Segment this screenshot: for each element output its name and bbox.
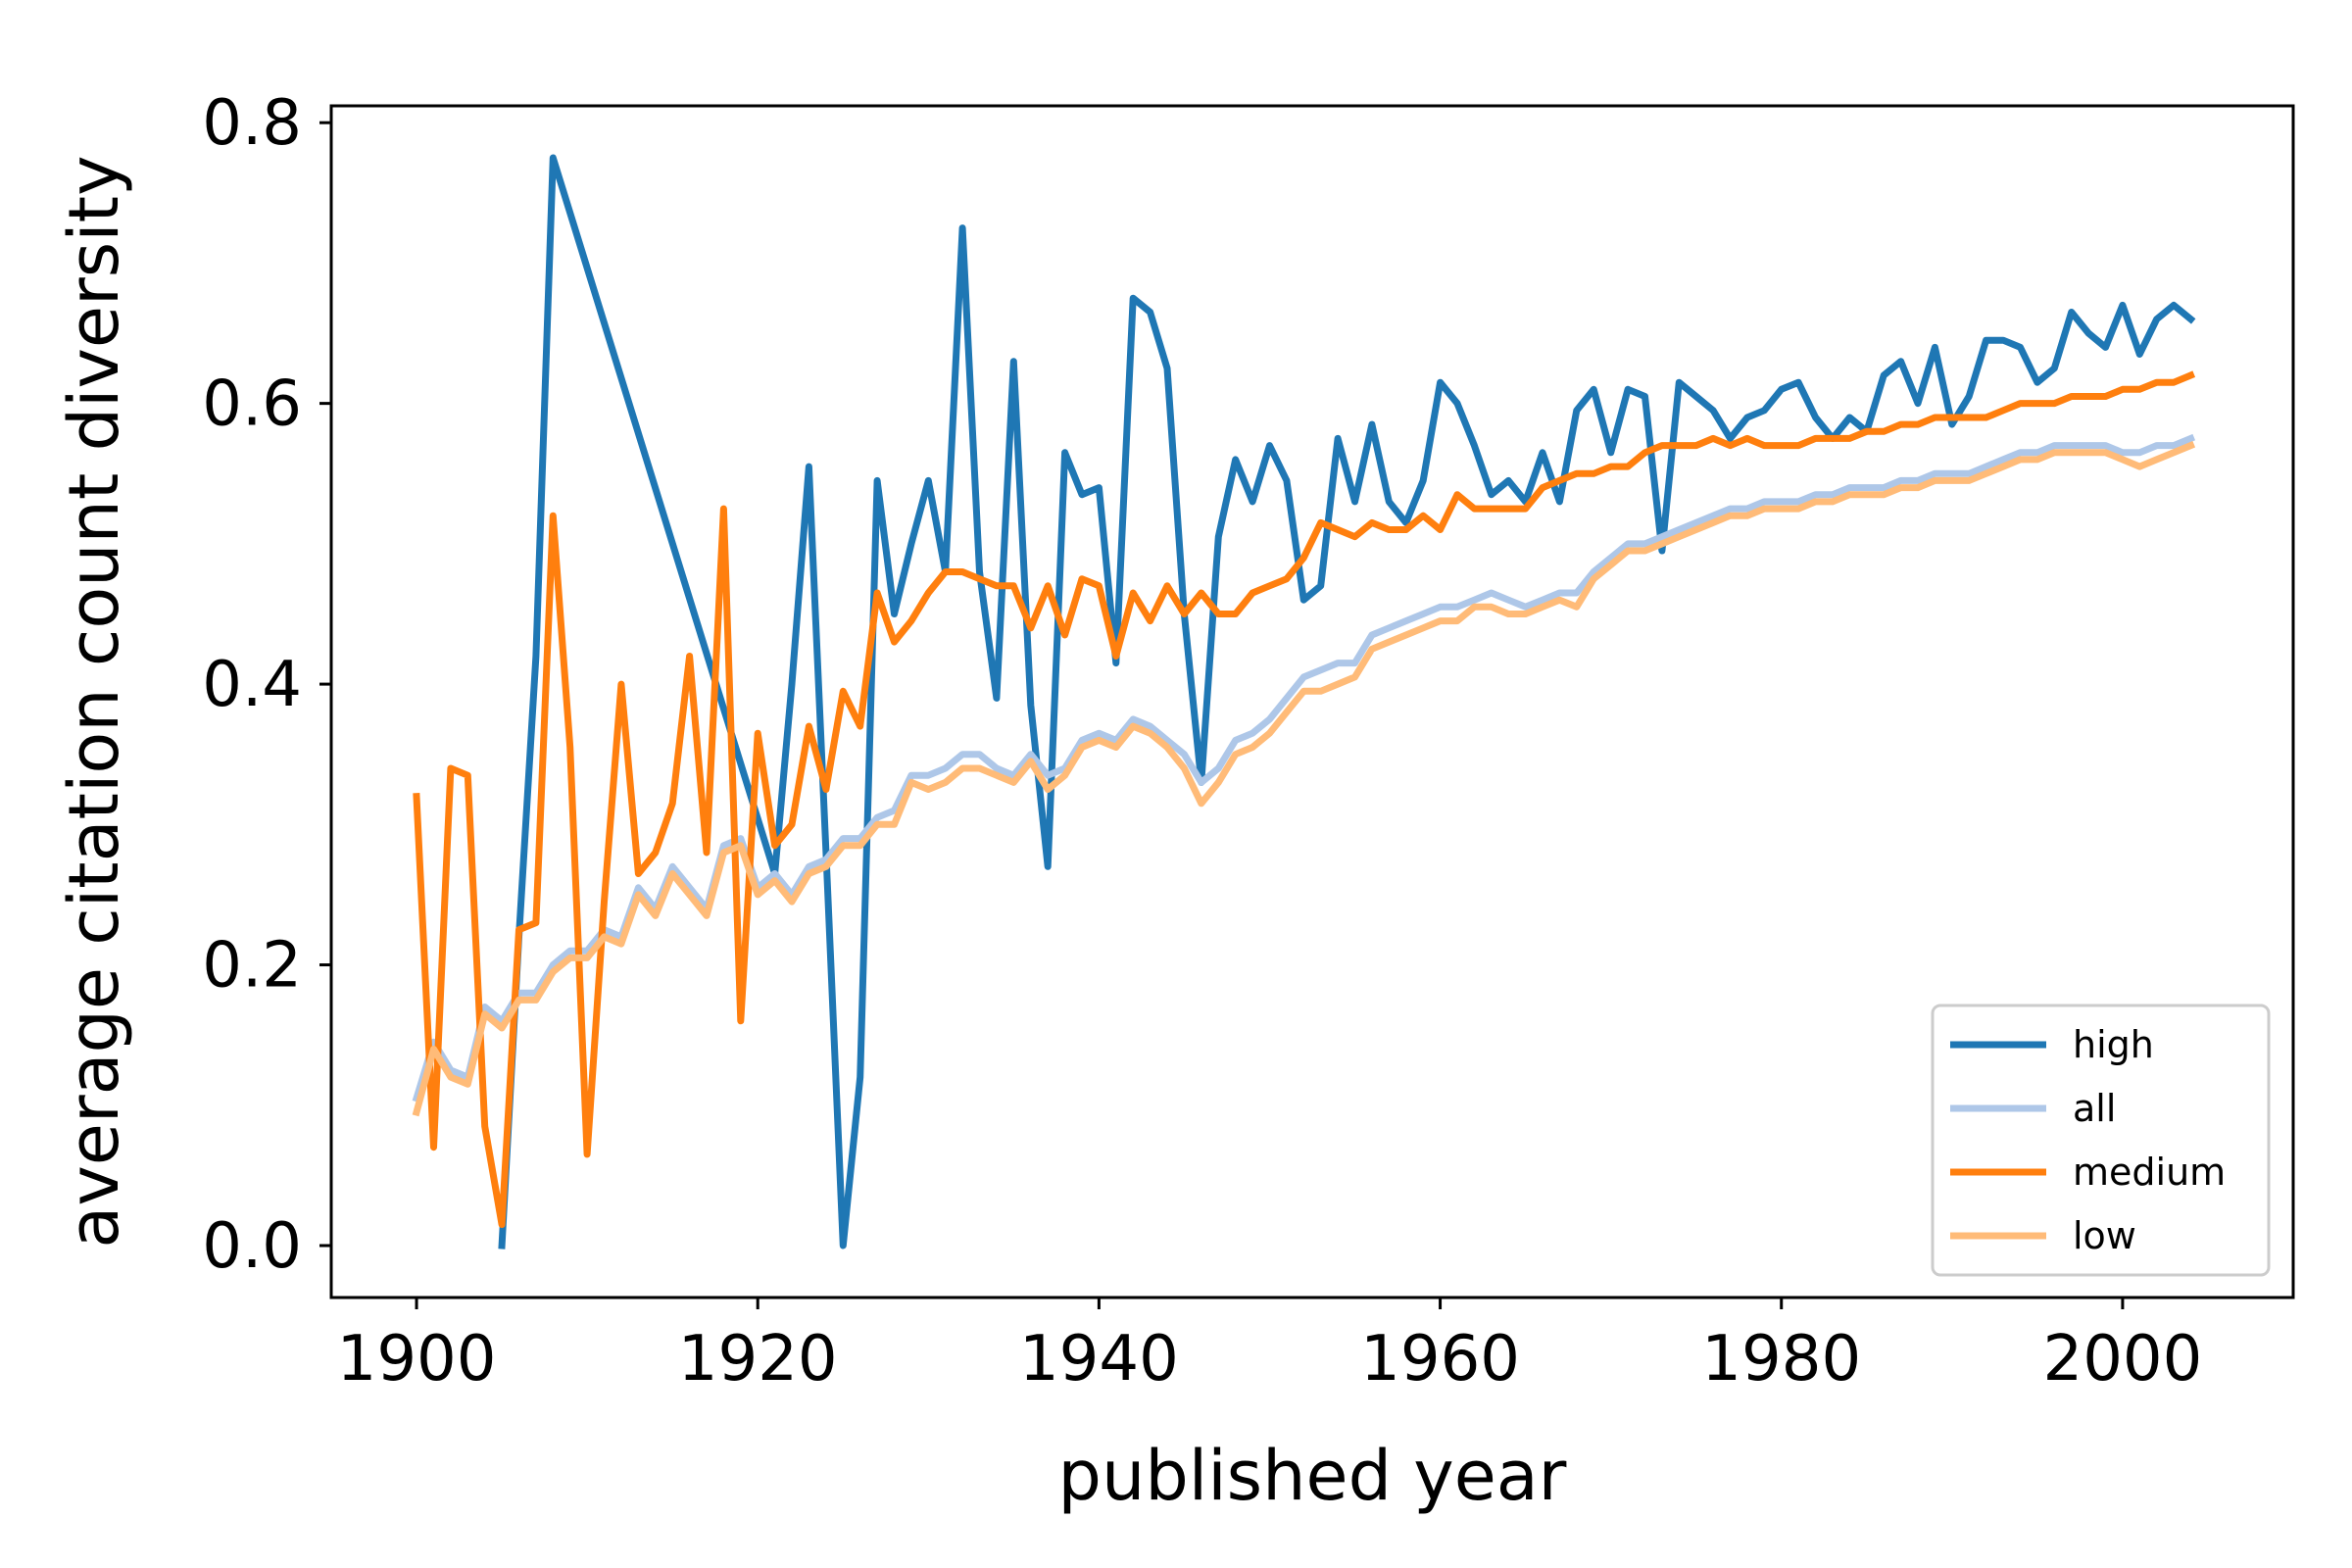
x-tick-label: 1920 (678, 1323, 838, 1396)
series-line-medium (413, 370, 2196, 1228)
x-axis: 1900 1920 1940 1960 1980 2000 (337, 1298, 2202, 1396)
legend-label-all: all (2073, 1087, 2116, 1130)
y-tick-label: 0.2 (202, 930, 302, 1003)
y-tick-label: 0.6 (202, 368, 302, 441)
x-tick-label: 1980 (1701, 1323, 1861, 1396)
y-tick-label: 0.0 (202, 1210, 302, 1283)
x-tick-label: 1900 (337, 1323, 497, 1396)
legend-label-medium: medium (2073, 1151, 2226, 1194)
y-axis-label: average citation count diversity (54, 155, 134, 1248)
series-layer (412, 154, 2196, 1250)
y-axis: 0.0 0.2 0.4 0.6 0.8 (202, 87, 331, 1283)
x-tick-label: 1940 (1019, 1323, 1179, 1396)
legend-box (1931, 1004, 2271, 1277)
series-line-low (412, 441, 2196, 1117)
legend-label-low: low (2073, 1214, 2136, 1257)
y-tick-label: 0.8 (202, 87, 302, 160)
x-tick-label: 2000 (2042, 1323, 2202, 1396)
legend-label-high: high (2073, 1023, 2154, 1066)
y-tick-label: 0.4 (202, 649, 302, 721)
legend: high all medium low (1931, 1004, 2271, 1277)
x-tick-label: 1960 (1360, 1323, 1520, 1396)
x-axis-label: published year (1058, 1436, 1567, 1516)
plot-frame (329, 104, 2295, 1299)
series-line-high (498, 154, 2196, 1250)
